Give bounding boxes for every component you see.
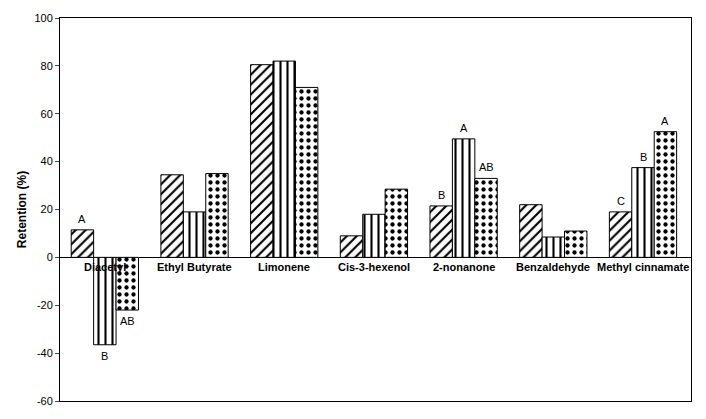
svg-text:-60: -60	[37, 395, 53, 407]
svg-text:Benzaldehyde: Benzaldehyde	[516, 261, 590, 273]
svg-text:A: A	[78, 213, 86, 225]
svg-text:A: A	[661, 115, 669, 127]
svg-text:B: B	[640, 151, 647, 163]
svg-text:A: A	[460, 122, 468, 134]
svg-text:Diacetyl: Diacetyl	[84, 261, 126, 273]
svg-text:-40: -40	[37, 347, 53, 359]
svg-text:B: B	[438, 189, 445, 201]
svg-text:60: 60	[41, 108, 53, 120]
svg-text:AB: AB	[479, 161, 494, 173]
svg-text:Ethyl Butyrate: Ethyl Butyrate	[157, 261, 232, 273]
svg-text:B: B	[101, 350, 108, 362]
svg-text:Methyl cinnamate: Methyl cinnamate	[597, 261, 689, 273]
svg-text:-20: -20	[37, 299, 53, 311]
svg-text:AB: AB	[120, 315, 135, 327]
svg-text:40: 40	[41, 155, 53, 167]
svg-text:20: 20	[41, 203, 53, 215]
svg-text:80: 80	[41, 60, 53, 72]
svg-text:2-nonanone: 2-nonanone	[433, 261, 495, 273]
svg-text:C: C	[617, 195, 625, 207]
svg-text:Limonene: Limonene	[258, 261, 310, 273]
svg-text:100: 100	[34, 12, 52, 24]
svg-text:0: 0	[47, 251, 53, 263]
svg-text:Retention (%): Retention (%)	[15, 171, 29, 248]
svg-text:Cis-3-hexenol: Cis-3-hexenol	[338, 261, 410, 273]
